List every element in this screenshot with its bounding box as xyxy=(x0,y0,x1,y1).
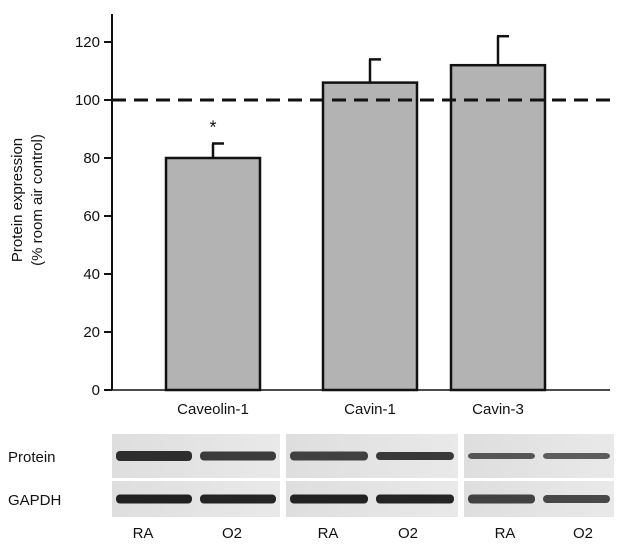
blot-band-panel1-row2-lane1 xyxy=(116,494,192,504)
blot-band-panel1-row1-lane1 xyxy=(116,451,192,461)
y-axis-title-line1: Protein expression xyxy=(9,138,26,262)
bar-cavin-1 xyxy=(321,81,419,392)
y-tick-label-0: 0 xyxy=(92,382,100,399)
blot-row-label-gapdh: GAPDH xyxy=(8,492,61,509)
blot-band-panel2-row2-lane1 xyxy=(290,494,368,504)
y-tick-label-60: 60 xyxy=(83,208,100,225)
bar-cavin-3 xyxy=(449,63,547,392)
blot-band-panel1-row2-lane2 xyxy=(200,494,276,504)
blot-band-panel3-row1-lane1 xyxy=(468,453,535,459)
bar-caveolin-1 xyxy=(164,156,262,392)
y-tick-label-120: 120 xyxy=(75,34,100,51)
y-tick-label-40: 40 xyxy=(83,266,100,283)
lane-label-2: O2 xyxy=(222,525,242,542)
blot-band-panel3-row2-lane1 xyxy=(468,494,535,504)
y-tick-label-20: 20 xyxy=(83,324,100,341)
bars-layer: * xyxy=(164,34,547,392)
lane-label-1: RA xyxy=(133,525,154,542)
y-tick-label-80: 80 xyxy=(83,150,100,167)
lane-label-6: O2 xyxy=(573,525,593,542)
y-axis-title-line2: (% room air control) xyxy=(29,134,46,266)
x-labels-layer: Caveolin-1 Cavin-1 Cavin-3 xyxy=(177,401,524,418)
y-axis: 0 20 40 60 80 100 120 xyxy=(75,14,610,399)
blot-band-panel1-row1-lane2 xyxy=(200,451,276,461)
western-blot-panel: Protein GAPDH RA O2 RA O2 RA O2 xyxy=(8,434,614,542)
x-label-cavin-3: Cavin-3 xyxy=(472,401,524,418)
lane-label-5: RA xyxy=(495,525,516,542)
lane-label-3: RA xyxy=(318,525,339,542)
significance-marker-caveolin-1: * xyxy=(209,118,216,138)
blot-band-panel2-row1-lane2 xyxy=(376,452,454,460)
blot-band-panel2-row1-lane1 xyxy=(290,451,368,461)
blot-band-panel3-row2-lane2 xyxy=(543,495,610,503)
blot-row-label-protein: Protein xyxy=(8,449,56,466)
x-label-cavin-1: Cavin-1 xyxy=(344,401,396,418)
blot-band-panel2-row2-lane2 xyxy=(376,494,454,504)
y-tick-label-100: 100 xyxy=(75,92,100,109)
blot-band-panel3-row1-lane2 xyxy=(543,453,610,459)
x-label-caveolin-1: Caveolin-1 xyxy=(177,401,249,418)
lane-label-4: O2 xyxy=(398,525,418,542)
